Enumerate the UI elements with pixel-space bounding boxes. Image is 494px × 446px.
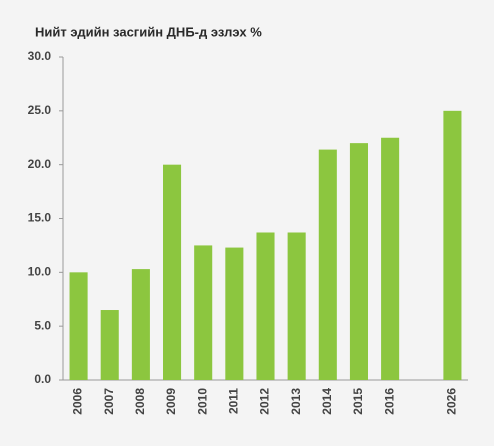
- bar: [100, 310, 119, 380]
- y-tick-label: 10.0: [28, 265, 52, 279]
- bar: [194, 245, 213, 380]
- x-tick-label: 2011: [227, 388, 241, 414]
- bar: [349, 143, 368, 380]
- chart-title: Нийт эдийн засгийн ДНБ-д эзлэх %: [35, 24, 262, 39]
- x-tick-label: 2013: [289, 388, 303, 415]
- x-tick-label: 2006: [71, 388, 85, 415]
- y-tick-label: 30.0: [28, 49, 52, 63]
- x-tick-label: 2012: [258, 388, 272, 415]
- bar: [225, 247, 244, 380]
- x-tick-label: 2009: [164, 388, 178, 415]
- x-tick-label: 2014: [320, 388, 334, 415]
- y-tick-label: 5.0: [34, 318, 51, 332]
- y-tick-label: 0.0: [34, 372, 51, 386]
- x-tick-label: 2015: [351, 388, 365, 415]
- x-tick-label: 2010: [195, 388, 209, 415]
- bar: [287, 232, 306, 380]
- y-tick-label: 15.0: [28, 211, 52, 225]
- bar: [131, 269, 150, 380]
- bar: [443, 110, 462, 380]
- y-tick-label: 20.0: [28, 157, 52, 171]
- x-tick-label: 2007: [102, 388, 116, 415]
- bar: [318, 149, 337, 380]
- bar: [69, 272, 88, 380]
- x-tick-label: 2016: [382, 388, 396, 415]
- x-tick-label: 2008: [133, 388, 147, 415]
- bar: [163, 164, 182, 380]
- y-tick-label: 25.0: [28, 103, 52, 117]
- bar: [256, 232, 275, 380]
- bar: [381, 137, 400, 380]
- x-tick-label: 2026: [445, 388, 459, 415]
